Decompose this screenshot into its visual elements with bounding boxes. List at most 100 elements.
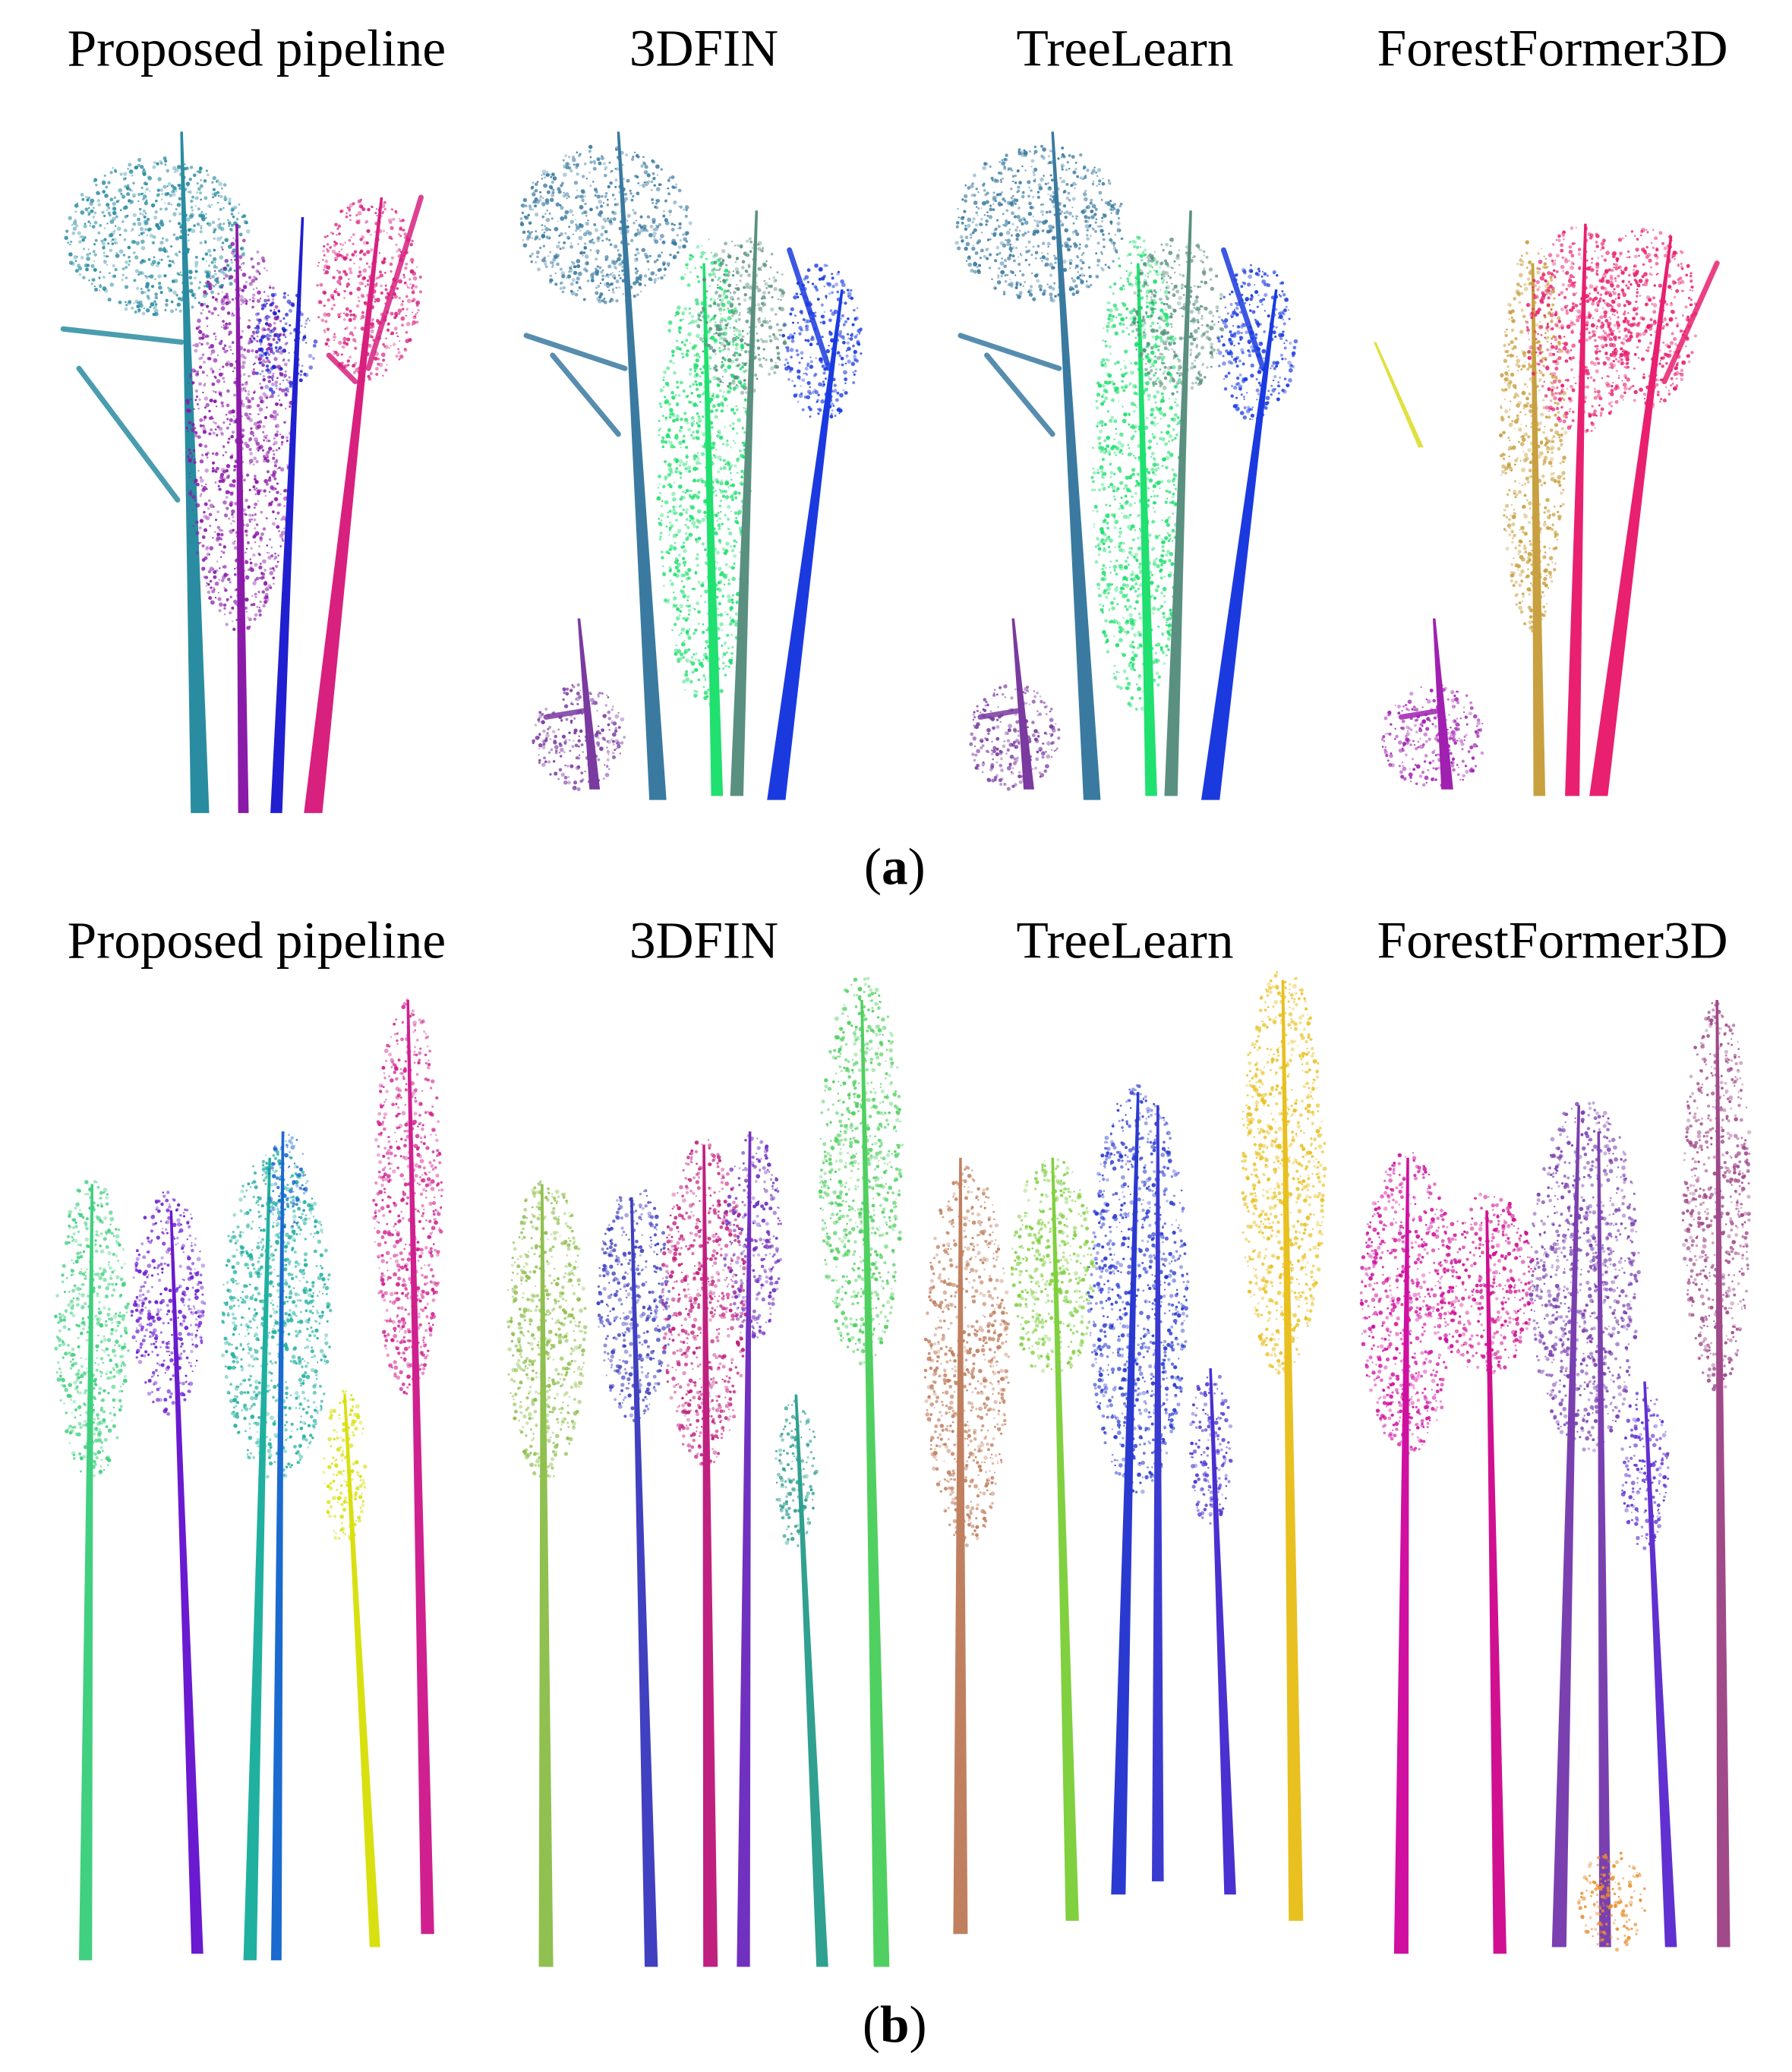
point bbox=[575, 219, 576, 220]
point bbox=[664, 274, 666, 276]
point bbox=[745, 369, 748, 372]
point bbox=[270, 414, 273, 418]
point bbox=[387, 293, 390, 296]
point bbox=[709, 650, 711, 652]
point bbox=[597, 266, 599, 268]
point bbox=[740, 391, 744, 395]
point bbox=[266, 357, 269, 360]
point bbox=[596, 730, 601, 734]
point bbox=[223, 545, 226, 548]
point bbox=[793, 333, 796, 335]
point bbox=[717, 287, 719, 289]
point bbox=[740, 475, 743, 478]
point bbox=[715, 676, 718, 679]
point bbox=[282, 295, 286, 299]
point bbox=[371, 262, 375, 266]
point bbox=[699, 368, 702, 371]
point bbox=[729, 341, 730, 342]
point bbox=[543, 184, 547, 188]
point bbox=[560, 248, 562, 250]
point bbox=[201, 336, 204, 339]
point bbox=[689, 628, 690, 629]
point bbox=[308, 365, 313, 370]
point bbox=[734, 261, 737, 263]
point bbox=[730, 652, 734, 655]
point bbox=[793, 393, 797, 397]
point bbox=[808, 405, 811, 408]
point bbox=[276, 430, 279, 433]
point bbox=[360, 367, 363, 370]
point bbox=[246, 405, 251, 409]
point bbox=[1058, 298, 1062, 301]
point bbox=[678, 222, 681, 225]
point bbox=[276, 483, 279, 485]
point bbox=[541, 234, 546, 238]
point bbox=[730, 478, 733, 481]
point bbox=[223, 380, 226, 383]
point bbox=[1047, 182, 1049, 184]
point bbox=[606, 258, 609, 261]
point bbox=[211, 261, 214, 264]
point bbox=[269, 286, 271, 289]
point bbox=[669, 509, 672, 512]
point bbox=[806, 381, 810, 385]
point bbox=[178, 273, 181, 276]
point bbox=[177, 203, 181, 207]
point bbox=[257, 413, 260, 415]
point bbox=[229, 282, 233, 285]
point bbox=[721, 402, 724, 405]
point bbox=[104, 175, 106, 177]
point bbox=[569, 689, 573, 692]
point bbox=[838, 364, 840, 365]
point bbox=[752, 367, 755, 370]
point bbox=[229, 483, 232, 487]
point bbox=[379, 363, 383, 367]
point bbox=[524, 216, 527, 219]
point bbox=[723, 273, 725, 276]
point bbox=[186, 248, 190, 251]
point bbox=[218, 181, 222, 186]
point bbox=[831, 409, 834, 412]
point bbox=[661, 556, 664, 559]
point bbox=[197, 408, 199, 409]
point bbox=[691, 670, 694, 673]
point bbox=[587, 219, 588, 221]
point bbox=[719, 436, 724, 440]
point bbox=[245, 390, 247, 393]
point bbox=[134, 255, 138, 259]
point bbox=[800, 351, 804, 355]
point bbox=[239, 567, 242, 570]
point bbox=[416, 321, 419, 324]
point bbox=[527, 231, 529, 233]
point bbox=[386, 311, 389, 314]
point bbox=[330, 232, 332, 233]
point bbox=[158, 248, 162, 252]
point bbox=[255, 330, 259, 333]
point bbox=[226, 263, 229, 266]
point bbox=[607, 203, 610, 207]
point bbox=[240, 512, 244, 516]
point bbox=[309, 320, 311, 321]
point bbox=[358, 200, 361, 203]
point bbox=[709, 285, 711, 288]
point bbox=[684, 673, 688, 676]
point bbox=[620, 752, 621, 754]
point bbox=[281, 436, 285, 440]
point bbox=[635, 267, 638, 270]
point bbox=[661, 440, 665, 443]
point bbox=[396, 244, 398, 246]
point bbox=[354, 340, 356, 342]
point bbox=[277, 403, 279, 405]
point bbox=[237, 317, 241, 320]
point bbox=[151, 203, 155, 207]
point bbox=[327, 328, 330, 331]
point bbox=[851, 362, 856, 367]
point bbox=[683, 389, 686, 393]
point bbox=[153, 307, 155, 309]
point bbox=[776, 271, 778, 273]
point bbox=[212, 537, 213, 538]
point bbox=[151, 285, 154, 288]
point bbox=[739, 449, 742, 453]
point bbox=[93, 250, 96, 253]
point bbox=[171, 260, 174, 263]
